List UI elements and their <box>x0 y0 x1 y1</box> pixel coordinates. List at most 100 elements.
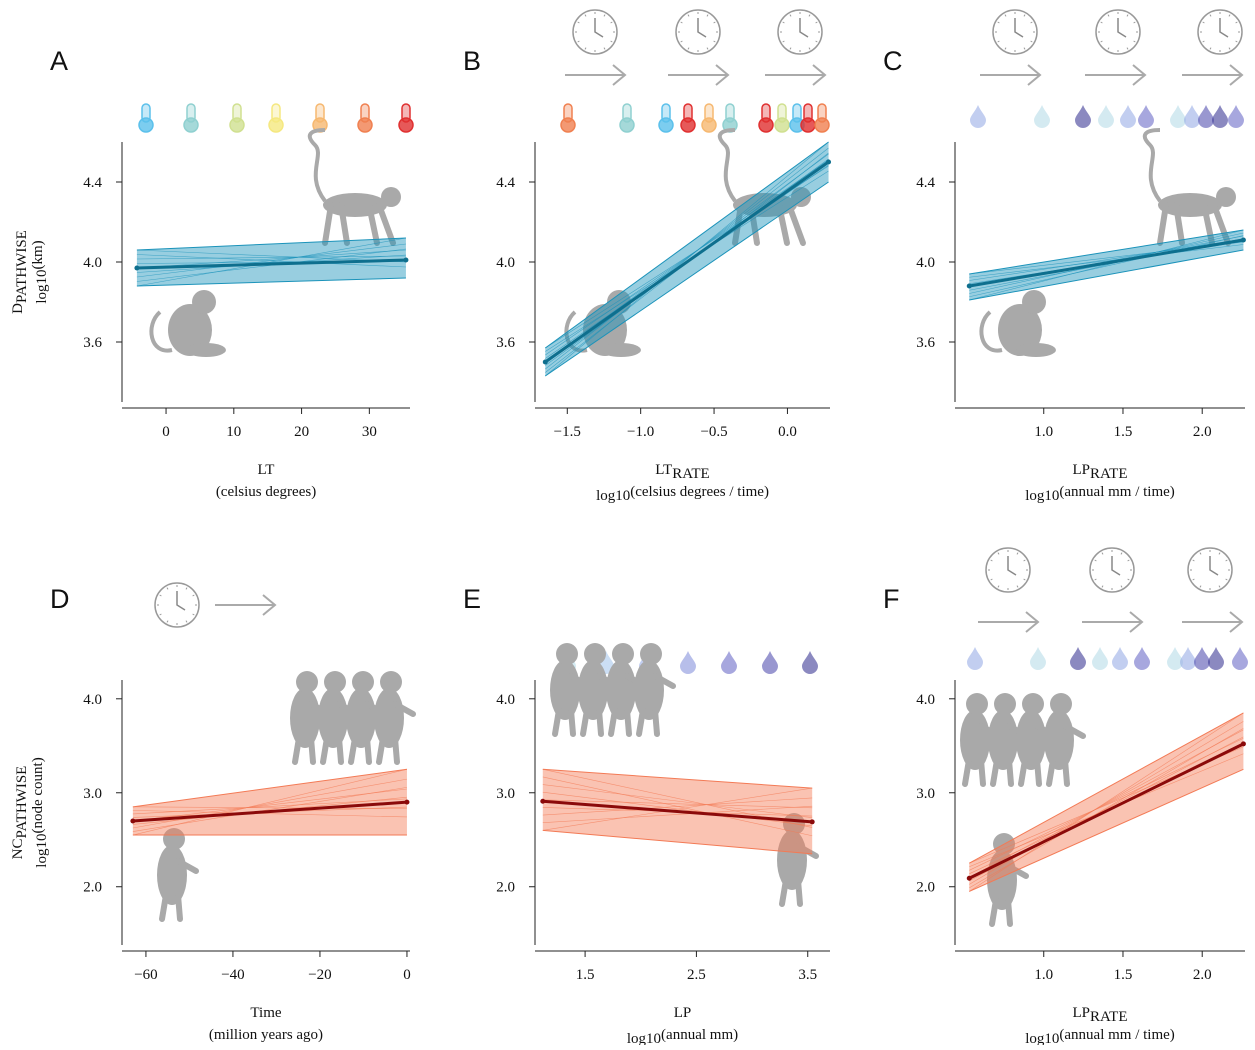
drop-icon <box>1098 105 1114 128</box>
drop-icon <box>1134 647 1150 670</box>
drop-icon <box>1232 647 1248 670</box>
monkey-leg <box>175 892 183 922</box>
clock-tick <box>815 40 818 43</box>
monkey-leg <box>652 707 660 737</box>
clock-tick <box>1133 21 1136 24</box>
monkey-tail <box>979 310 1003 353</box>
monkey-head <box>584 643 606 665</box>
arrow-head <box>1025 611 1040 633</box>
arrow-head <box>812 64 827 86</box>
monkey-leg <box>608 707 618 737</box>
clock-tick <box>789 14 792 17</box>
monkey-arm <box>175 858 199 874</box>
monkey-head <box>1022 693 1044 715</box>
subscript: log10 <box>34 834 50 868</box>
clock-tick <box>990 578 993 581</box>
clock-hands <box>799 18 809 38</box>
clock-tick <box>1107 14 1110 17</box>
arrow-head <box>1132 64 1147 86</box>
clock-tick <box>159 594 162 597</box>
clock-tick <box>1004 14 1007 17</box>
clock-tick <box>1107 47 1110 50</box>
clock-hands <box>697 18 707 38</box>
label-text: D <box>10 303 26 314</box>
x-tick-label: 2.5 <box>687 967 706 983</box>
monkey-icon <box>157 845 187 905</box>
clock-tick <box>185 620 188 623</box>
clock-tick <box>1030 40 1033 43</box>
drop-icon <box>1208 647 1224 670</box>
monkey-leg <box>568 707 576 737</box>
clock-tick <box>1030 21 1033 24</box>
label-text: (km) <box>30 240 46 269</box>
label-text: (node count) <box>30 757 46 833</box>
clock-tick <box>1023 47 1026 50</box>
label-text: Time <box>250 1005 281 1021</box>
x-tick-label: 1.5 <box>1114 967 1133 983</box>
monkey-leg <box>376 202 396 246</box>
clock-tick <box>706 47 709 50</box>
clock-tick <box>713 21 716 24</box>
y-axis-label: NCPATHWISE <box>10 766 30 860</box>
monkey-icon <box>346 688 376 748</box>
drop-icon <box>1075 105 1091 128</box>
drop-icon <box>1034 105 1050 128</box>
drop-icon <box>1198 105 1214 128</box>
y-tick-label: 3.6 <box>916 335 935 351</box>
arrow-head <box>715 64 730 86</box>
monkey-arm <box>1062 723 1086 739</box>
x-axis-label: LTRATE <box>655 462 709 482</box>
thermometer-bulb <box>774 117 790 133</box>
thermometer-bulb <box>398 117 414 133</box>
mean-endpoint <box>809 819 815 825</box>
monkey-leg <box>624 707 632 737</box>
clock-hands <box>1111 556 1121 576</box>
drop-icon <box>680 651 696 674</box>
monkey-leg <box>376 735 386 765</box>
subscript: PATHWISE <box>14 230 30 303</box>
thermometer-bulb <box>138 117 154 133</box>
monkey-leg <box>748 202 760 246</box>
monkey-arm <box>795 843 819 859</box>
monkey-leg <box>1005 897 1013 927</box>
monkey-icon <box>290 688 320 748</box>
clock-tick <box>1202 40 1205 43</box>
mean-line <box>542 799 813 824</box>
posterior-line <box>132 806 407 810</box>
monkey-leg <box>336 735 344 765</box>
label-text: LT <box>655 462 672 478</box>
monkey-leg <box>159 892 169 922</box>
monkey-leg <box>580 707 590 737</box>
thermometer-bulb <box>268 117 284 133</box>
y-axis-label: DPATHWISE <box>10 230 30 314</box>
clock-tick <box>713 40 716 43</box>
y-tick-label: 4.0 <box>496 692 515 708</box>
posterior-line <box>969 728 1244 889</box>
subscript: RATE <box>1090 1009 1128 1025</box>
x-axis-unit: log10(celsius degrees / time) <box>596 484 769 504</box>
monkey-leg <box>186 343 226 357</box>
drop-icon <box>721 651 737 674</box>
clock-tick <box>1094 559 1097 562</box>
monkey-head <box>994 693 1016 715</box>
clock-tick <box>1101 552 1104 555</box>
x-tick-label: 1.5 <box>576 967 595 983</box>
clock-tick <box>680 40 683 43</box>
drop-icon <box>1092 647 1108 670</box>
clock-tick <box>1100 40 1103 43</box>
mean-endpoint <box>1240 237 1246 243</box>
clock-tick <box>1209 14 1212 17</box>
band-edge <box>969 712 1244 864</box>
y-tick-label: 4.0 <box>916 692 935 708</box>
label-text: (annual mm / time) <box>1059 1027 1174 1043</box>
x-tick-label: −0.5 <box>700 424 727 440</box>
monkey-leg <box>596 707 604 737</box>
monkey-leg <box>1173 202 1185 246</box>
clock-tick <box>687 14 690 17</box>
clock-tick <box>1225 578 1228 581</box>
x-tick-label: −20 <box>308 967 331 983</box>
drop-icon <box>1120 105 1136 128</box>
thermometer-bulb <box>560 117 576 133</box>
monkey-arm <box>392 701 416 717</box>
clock-tick <box>192 594 195 597</box>
